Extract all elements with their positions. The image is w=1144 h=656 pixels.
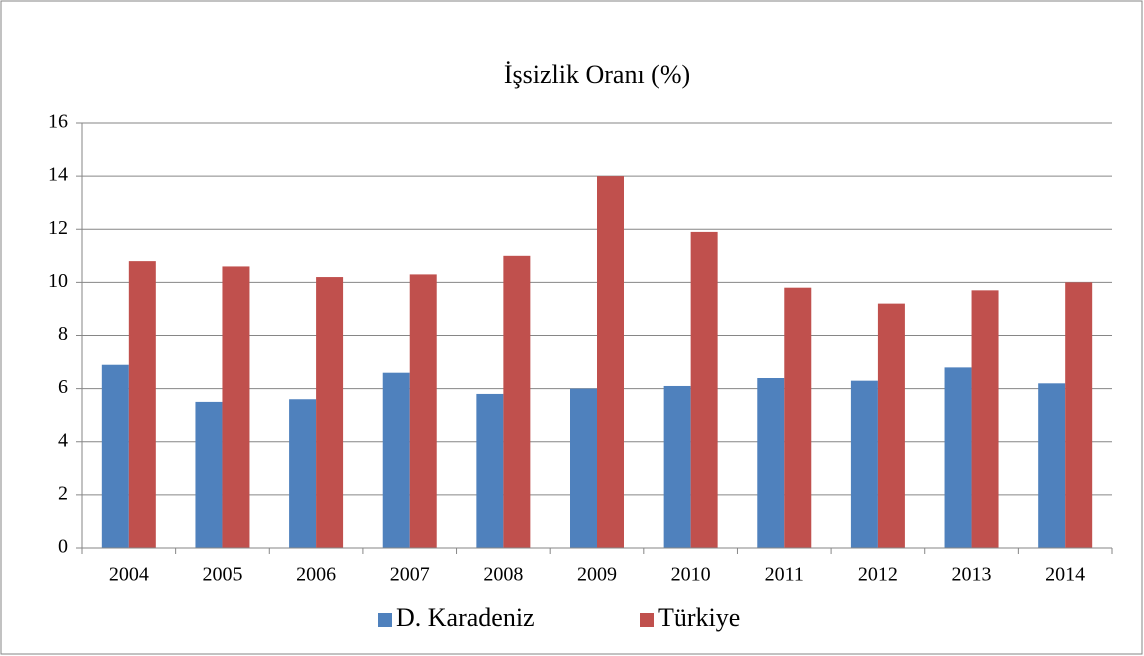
x-tick-label: 2007: [390, 564, 430, 586]
bar: [971, 290, 999, 548]
bar: [1065, 282, 1093, 548]
x-tick-label: 2014: [1045, 564, 1085, 586]
x-tick-label: 2010: [671, 564, 711, 586]
bar: [503, 255, 531, 548]
bar: [476, 393, 504, 548]
legend-label: D. Karadeniz: [396, 603, 535, 632]
bar: [597, 176, 624, 548]
chart-title: İşsizlik Oranı (%): [504, 60, 690, 89]
bar: [850, 380, 878, 548]
y-tick-label: 0: [58, 536, 68, 558]
y-tick-label: 14: [48, 164, 68, 186]
bar: [690, 231, 718, 548]
x-tick-label: 2012: [858, 564, 898, 586]
bar: [757, 378, 785, 548]
bar: [195, 401, 223, 548]
bar: [316, 277, 344, 548]
bar: [663, 385, 691, 548]
bar: [289, 399, 317, 548]
x-tick-label: 2011: [765, 564, 804, 586]
y-tick-label: 6: [58, 376, 68, 398]
y-tick-label: 12: [48, 217, 68, 239]
y-tick-label: 10: [48, 270, 68, 292]
legend-swatch: [640, 613, 654, 627]
bar: [1038, 383, 1066, 548]
y-tick-label: 2: [58, 482, 68, 504]
bar: [101, 364, 129, 548]
x-tick-label: 2013: [952, 564, 992, 586]
x-tick-label: 2004: [109, 564, 149, 586]
x-tick-label: 2008: [483, 564, 523, 586]
bar: [877, 303, 905, 548]
bar: [382, 372, 410, 548]
bar: [222, 266, 250, 548]
bar: [409, 274, 437, 548]
legend-label: Türkiye: [658, 603, 740, 632]
bar: [784, 287, 812, 548]
bar: [570, 388, 597, 548]
y-tick-label: 16: [48, 111, 68, 133]
bar: [944, 367, 972, 548]
y-tick-label: 4: [58, 429, 68, 451]
legend-swatch: [378, 613, 392, 627]
x-tick-label: 2005: [202, 564, 242, 586]
y-tick-label: 8: [58, 323, 68, 345]
x-tick-label: 2006: [296, 564, 336, 586]
bar: [128, 261, 156, 548]
x-tick-label: 2009: [577, 564, 617, 586]
